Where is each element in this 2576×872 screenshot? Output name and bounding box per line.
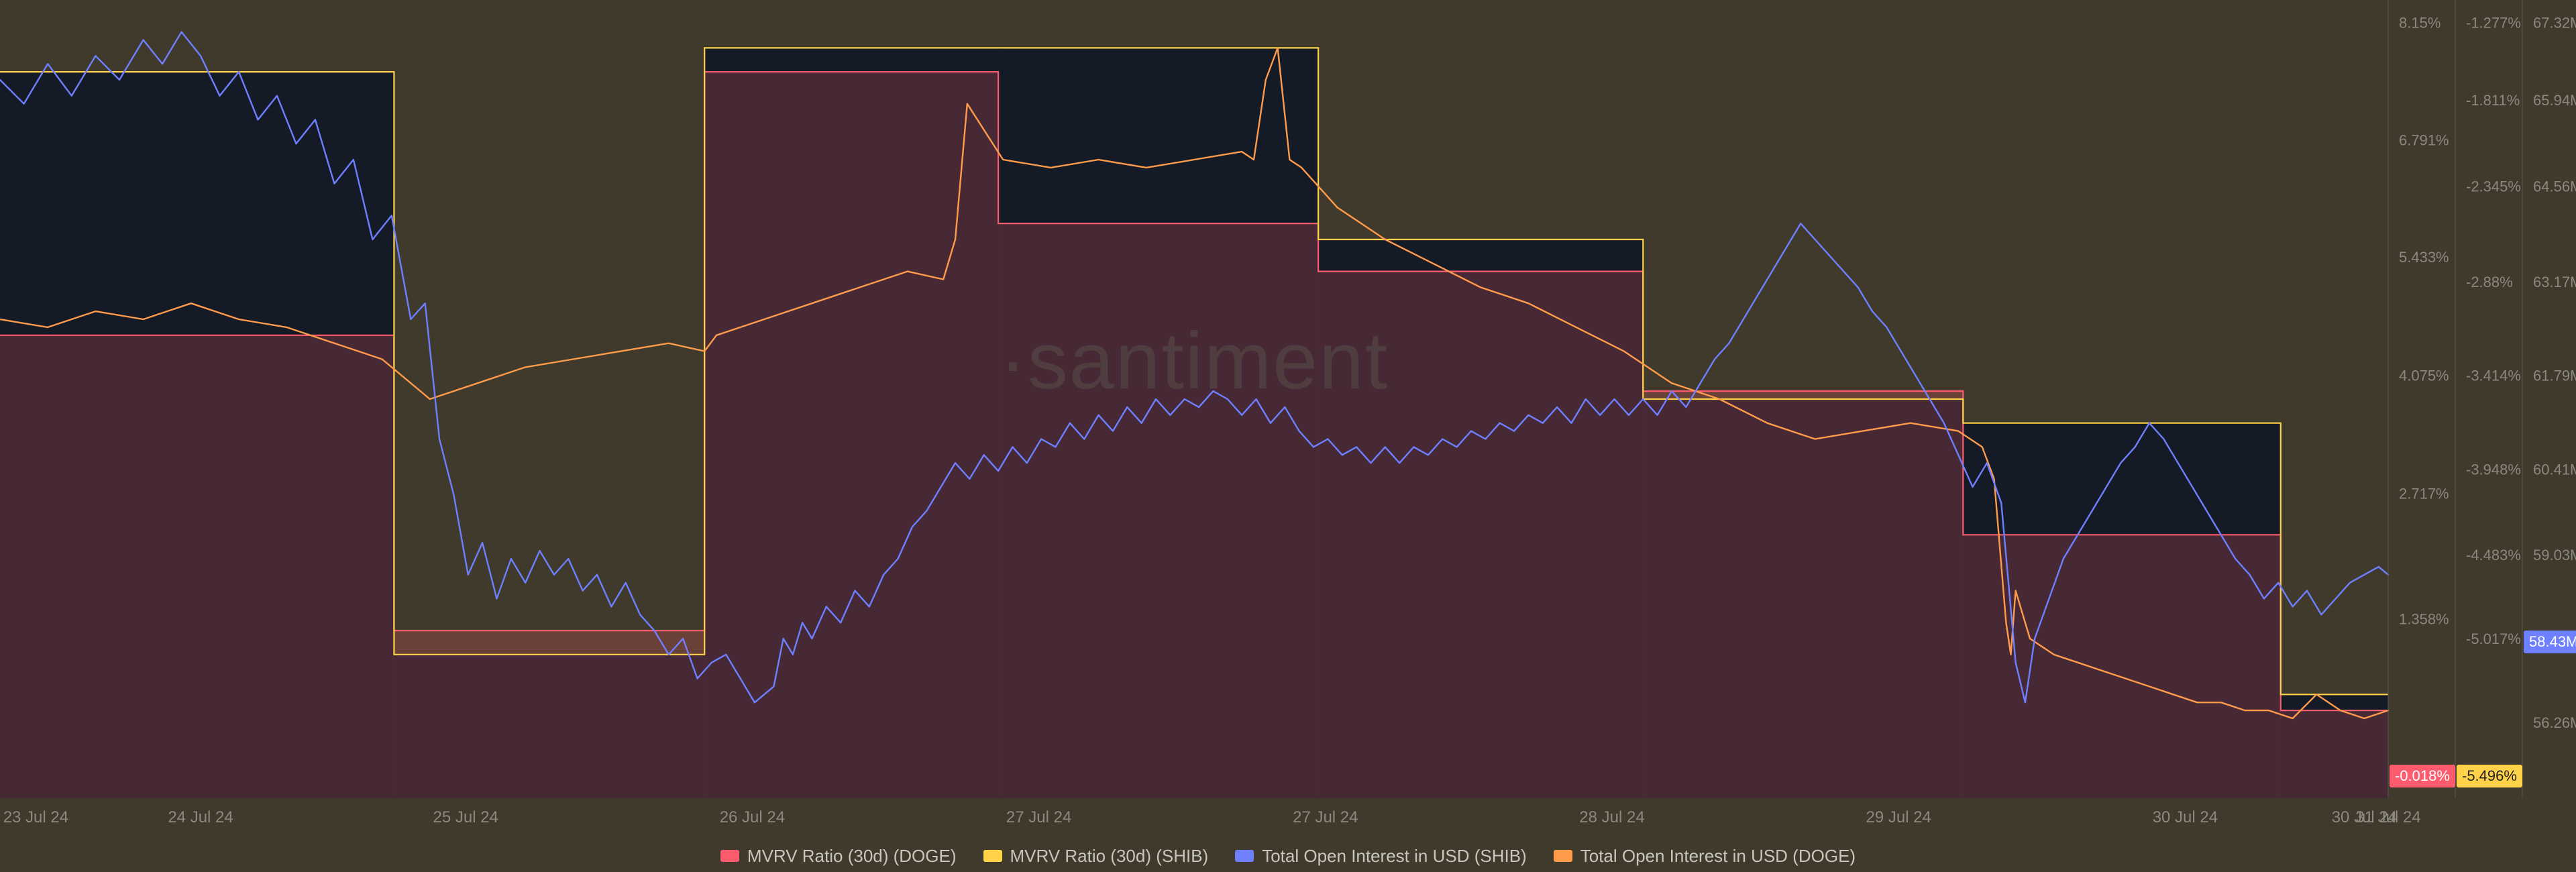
chart-root: ·santiment 23 Jul 24 24 Jul 24 25 Jul 24 26 … [0,0,2576,872]
svg-text:63.17M: 63.17M [2533,274,2576,290]
svg-text:29 Jul 24: 29 Jul 24 [1866,808,1931,826]
svg-text:67.32M: 67.32M [2533,14,2576,31]
svg-text:-3.948%: -3.948% [2466,461,2521,478]
svg-text:24 Jul 24: 24 Jul 24 [168,808,233,826]
svg-text:8.15%: 8.15% [2399,14,2440,31]
axis-value-tag: -5.496% [2457,765,2522,787]
legend-label: Total Open Interest in USD (DOGE) [1580,846,1856,867]
axis-value-tag: -0.018% [2390,765,2455,787]
svg-text:2.717%: 2.717% [2399,485,2449,502]
svg-text:30 Jul 24: 30 Jul 24 [2153,808,2218,826]
svg-text:-2.345%: -2.345% [2466,178,2521,195]
svg-text:27 Jul 24: 27 Jul 24 [1006,808,1071,826]
svg-text:23 Jul 24: 23 Jul 24 [3,808,68,826]
svg-text:-1.811%: -1.811% [2466,92,2520,109]
svg-text:-4.483%: -4.483% [2466,547,2521,563]
svg-text:26 Jul 24: 26 Jul 24 [720,808,785,826]
legend-item[interactable]: Total Open Interest in USD (SHIB) [1235,846,1526,867]
svg-text:·santiment: ·santiment [1000,316,1389,406]
svg-text:5.433%: 5.433% [2399,249,2449,266]
svg-text:-3.414%: -3.414% [2466,367,2521,384]
svg-text:-2.88%: -2.88% [2466,274,2513,290]
svg-text:31 Jul 24: 31 Jul 24 [2355,808,2420,826]
svg-text:4.075%: 4.075% [2399,367,2449,384]
legend-swatch [720,850,739,862]
svg-text:56.26M: 56.26M [2533,714,2576,731]
svg-text:61.79M: 61.79M [2533,367,2576,384]
svg-text:27 Jul 24: 27 Jul 24 [1293,808,1358,826]
svg-text:6.791%: 6.791% [2399,131,2449,148]
svg-text:64.56M: 64.56M [2533,178,2576,195]
legend-label: MVRV Ratio (30d) (DOGE) [747,846,957,867]
svg-text:25 Jul 24: 25 Jul 24 [433,808,498,826]
svg-text:1.358%: 1.358% [2399,610,2449,627]
legend-item[interactable]: MVRV Ratio (30d) (SHIB) [983,846,1209,867]
svg-text:28 Jul 24: 28 Jul 24 [1579,808,1644,826]
svg-text:59.03M: 59.03M [2533,547,2576,563]
svg-text:-5.017%: -5.017% [2466,631,2521,647]
legend-swatch [1235,850,1254,862]
svg-text:65.94M: 65.94M [2533,92,2576,109]
legend-label: MVRV Ratio (30d) (SHIB) [1010,846,1209,867]
legend-swatch [1554,850,1572,862]
axis-value-tag: 58.43M [2524,631,2576,653]
svg-text:60.41M: 60.41M [2533,461,2576,478]
legend-item[interactable]: MVRV Ratio (30d) (DOGE) [720,846,957,867]
legend: MVRV Ratio (30d) (DOGE) MVRV Ratio (30d) … [0,840,2576,872]
legend-label: Total Open Interest in USD (SHIB) [1262,846,1526,867]
legend-swatch [983,850,1002,862]
legend-item[interactable]: Total Open Interest in USD (DOGE) [1554,846,1856,867]
chart-svg: ·santiment 23 Jul 24 24 Jul 24 25 Jul 24 26 … [0,0,2576,872]
svg-text:-1.277%: -1.277% [2466,14,2521,31]
